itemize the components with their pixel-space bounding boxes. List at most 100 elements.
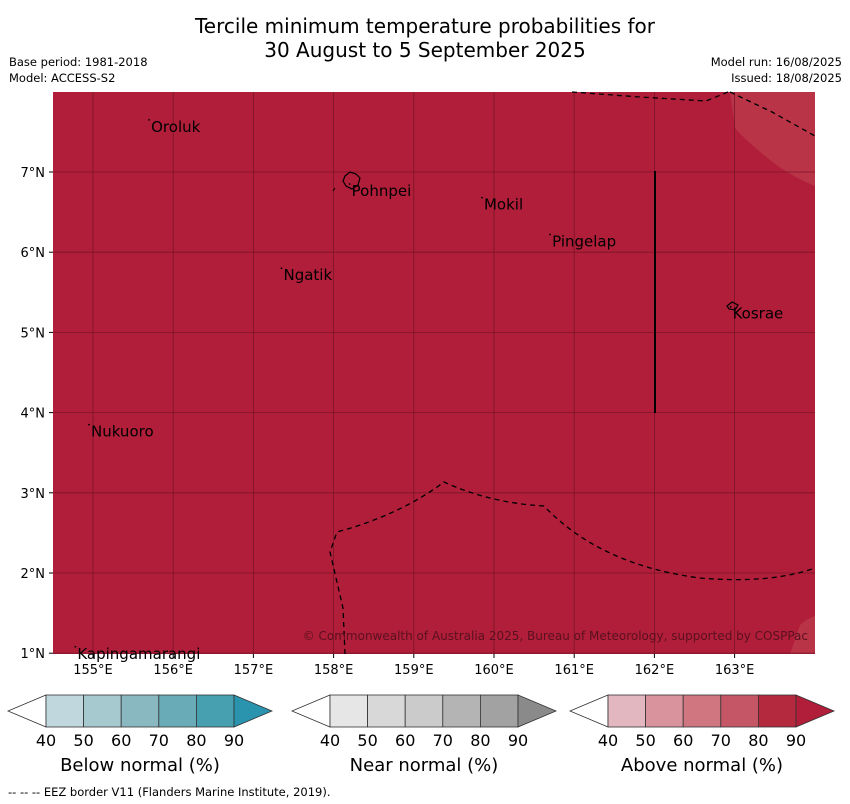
probability-region-lighter <box>730 92 815 186</box>
kosrae-island <box>726 301 739 311</box>
colorbar-tick-label: 50 <box>357 731 377 750</box>
lon-tick-label: 155°E <box>73 663 113 678</box>
title-line-1: Tercile minimum temperature probabilitie… <box>194 14 656 38</box>
place-label: Nukuoro <box>91 423 154 441</box>
lon-tick-label: 162°E <box>635 663 675 678</box>
footnote: -- -- -- EEZ border V11 (Flanders Marine… <box>8 785 331 799</box>
colorbar-segment <box>479 694 519 728</box>
place-marker <box>729 305 732 308</box>
colorbar-segment <box>442 694 481 728</box>
lon-tick-label: 163°E <box>715 663 755 678</box>
place-marker <box>348 183 351 185</box>
model-run: Model run: 16/08/2025 <box>710 55 842 69</box>
colorbar: 40 50 60 70 80 90 <box>568 694 836 750</box>
colorbar-label-near: Near normal (%) <box>349 755 499 776</box>
colorbar-under <box>6 694 47 728</box>
lat-tick-label: 1°N <box>21 647 46 662</box>
place-marker <box>88 423 90 426</box>
colorbar-tick-label: 90 <box>508 731 528 750</box>
colorbar-segment <box>83 694 122 728</box>
colorbar-tick-label: 70 <box>149 731 169 750</box>
probability-region-lighter-bottom <box>790 616 815 654</box>
eez-border-northeast <box>729 91 816 137</box>
pohnpei-island <box>342 171 361 190</box>
place-label: Kapingamarangi <box>77 645 200 663</box>
place-marker <box>549 233 552 236</box>
meta-right: Model run: 16/08/2025 Issued: 18/08/2025 <box>711 54 842 86</box>
lat-tick-label: 3°N <box>21 487 46 502</box>
colorbar-label-below: Below normal (%) <box>60 755 220 776</box>
eez-border-south <box>329 481 816 655</box>
place-label: Pohnpei <box>352 182 412 200</box>
colorbar-tick-label: 70 <box>433 731 453 750</box>
colorbar-tick-label: 90 <box>224 731 244 750</box>
place-label: Oroluk <box>151 118 200 136</box>
map-axes: 155°E 156°E 157°E 158°E 159°E 160°E 161°E 162°E… <box>21 166 755 678</box>
model-name: Model: ACCESS-S2 <box>9 71 116 85</box>
colorbar-under <box>568 694 609 728</box>
copyright-notice: © Commonwealth of Australia 2025, Bureau… <box>303 629 808 643</box>
lon-tick-label: 157°E <box>234 663 274 678</box>
lat-tick-label: 4°N <box>21 407 46 422</box>
lon-tick-label: 156°E <box>153 663 193 678</box>
colorbar-segment <box>720 694 759 728</box>
colorbar-tick-label: 40 <box>36 731 56 750</box>
colorbars: 40 50 60 70 80 90 40 50 60 70 80 90 40 50 60 70 80 90 <box>6 694 836 750</box>
colorbar-segment <box>404 694 444 728</box>
place-labels: Oroluk Pohnpei Mokil Pingelap Ngatik Kosrae Nu… <box>74 118 783 663</box>
colorbar-segment <box>607 694 646 728</box>
colorbar-segment <box>329 694 368 728</box>
colorbar-segment <box>120 694 160 728</box>
colorbar-tick-label: 40 <box>598 731 618 750</box>
map-area <box>53 92 815 654</box>
colorbar-segment <box>682 694 722 728</box>
colorbar-over <box>233 694 274 728</box>
colorbar-tick-label: 80 <box>470 731 490 750</box>
colorbar-segment <box>195 694 235 728</box>
colorbar-segment <box>158 694 197 728</box>
colorbar-segment <box>45 694 84 728</box>
map-title: Tercile minimum temperature probabilitie… <box>0 14 850 62</box>
colorbar-tick-label: 80 <box>748 731 768 750</box>
title-line-2: 30 August to 5 September 2025 <box>264 38 586 62</box>
place-label: Kosrae <box>733 305 784 323</box>
lon-tick-label: 159°E <box>394 663 434 678</box>
place-label: Pingelap <box>552 233 616 251</box>
lon-tick-label: 158°E <box>314 663 354 678</box>
colorbar-over <box>517 694 558 728</box>
lon-tick-label: 160°E <box>474 663 514 678</box>
place-label: Mokil <box>484 196 523 214</box>
colorbar-tick-label: 70 <box>711 731 731 750</box>
colorbar-segment <box>645 694 684 728</box>
eez-border-north <box>571 91 729 102</box>
base-period: Base period: 1981-2018 <box>9 55 148 69</box>
colorbar: 40 50 60 70 80 90 <box>6 694 274 750</box>
place-marker <box>280 267 283 270</box>
colorbar-tick-label: 40 <box>320 731 340 750</box>
colorbar-tick-label: 60 <box>395 731 415 750</box>
lat-tick-label: 5°N <box>21 326 46 341</box>
lat-tick-label: 7°N <box>21 166 46 181</box>
colorbar-over <box>795 694 836 728</box>
place-marker <box>148 118 151 121</box>
colorbar-tick-label: 60 <box>111 731 131 750</box>
colorbar-segment <box>367 694 406 728</box>
colorbar-tick-label: 50 <box>635 731 655 750</box>
lon-tick-label: 161°E <box>554 663 594 678</box>
colorbar-under <box>290 694 331 728</box>
colorbar-label-above: Above normal (%) <box>620 755 784 776</box>
colorbar-tick-label: 60 <box>673 731 693 750</box>
lat-tick-label: 6°N <box>21 246 46 261</box>
place-marker <box>481 196 483 199</box>
colorbar-tick-label: 90 <box>786 731 806 750</box>
colorbar: 40 50 60 70 80 90 <box>290 694 558 750</box>
lat-tick-label: 2°N <box>21 567 46 582</box>
issued-date: Issued: 18/08/2025 <box>731 71 842 85</box>
colorbar-segment <box>758 694 797 728</box>
colorbar-tick-label: 80 <box>186 731 206 750</box>
meta-left: Base period: 1981-2018 Model: ACCESS-S2 <box>9 54 148 86</box>
colorbar-tick-label: 50 <box>73 731 93 750</box>
ant-atoll <box>332 187 336 192</box>
place-label: Ngatik <box>283 266 332 284</box>
